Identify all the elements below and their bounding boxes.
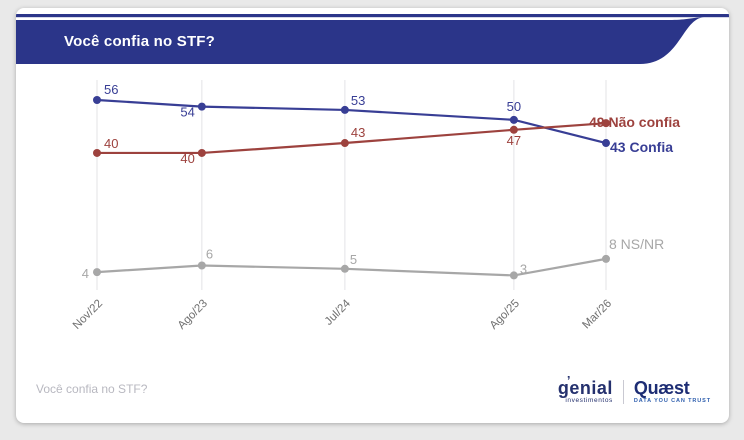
data-point <box>509 115 518 124</box>
data-point <box>340 139 349 148</box>
data-point <box>602 119 610 128</box>
x-axis-tick-label: Ago/25 <box>488 298 522 332</box>
value-label: 43 <box>351 125 365 140</box>
value-label: 50 <box>507 99 521 114</box>
value-label: 40 <box>104 136 118 151</box>
logo-divider <box>622 380 624 404</box>
page-title: Você confia no STF? <box>64 33 216 50</box>
value-label: 6 <box>206 247 213 262</box>
footer-logos: genial investimentos Quæst DATA YOU CAN … <box>558 373 711 404</box>
quaest-tagline: DATA YOU CAN TRUST <box>633 398 711 404</box>
header-band <box>16 17 704 64</box>
slide-card: Você confia no STF? Nov/22 Ago/23 Jul/24 Ag… <box>16 8 729 423</box>
quaest-wordmark: Quæst <box>633 378 690 398</box>
genial-wordmark: genial <box>558 373 613 397</box>
quaest-logo: Quæst DATA YOU CAN TRUST <box>633 378 711 404</box>
data-point <box>340 105 349 114</box>
data-point <box>197 148 206 157</box>
data-point <box>509 271 518 280</box>
x-axis-tick-label: Mar/26 <box>580 298 614 332</box>
value-label: 54 <box>180 105 194 120</box>
value-label: 53 <box>351 93 365 108</box>
value-label: 56 <box>104 82 118 97</box>
data-point <box>509 125 518 134</box>
x-axis-tick-label: Ago/23 <box>176 298 210 332</box>
genial-tagline: investimentos <box>565 397 613 404</box>
footer-caption: Você confia no STF? <box>36 382 148 396</box>
header-swoosh-graphic <box>16 14 729 64</box>
data-point <box>340 264 349 273</box>
value-label: 5 <box>350 252 357 267</box>
data-point <box>197 261 206 270</box>
data-point <box>602 139 610 148</box>
value-label: 47 <box>507 133 521 148</box>
value-label: 3 <box>520 261 527 276</box>
x-axis-tick-label: Nov/22 <box>71 298 105 332</box>
series-end-label: 49 Não confia <box>589 114 680 130</box>
x-axis-tick-label: Jul/24 <box>323 297 354 328</box>
data-point <box>93 148 101 157</box>
value-label: 40 <box>180 151 194 166</box>
data-point <box>602 254 610 263</box>
genial-logo: genial investimentos <box>558 373 613 404</box>
value-label: 4 <box>82 266 89 281</box>
series-end-label: 43 Confia <box>610 139 673 155</box>
header-top-line <box>16 14 729 18</box>
data-point <box>197 102 206 111</box>
data-point <box>93 96 101 104</box>
chart-area: Nov/22 Ago/23 Jul/24 Ago/25 Mar/26 56 54 53 50 43… <box>16 72 729 344</box>
data-point <box>93 268 101 277</box>
series-end-label: 8 NS/NR <box>609 236 664 252</box>
